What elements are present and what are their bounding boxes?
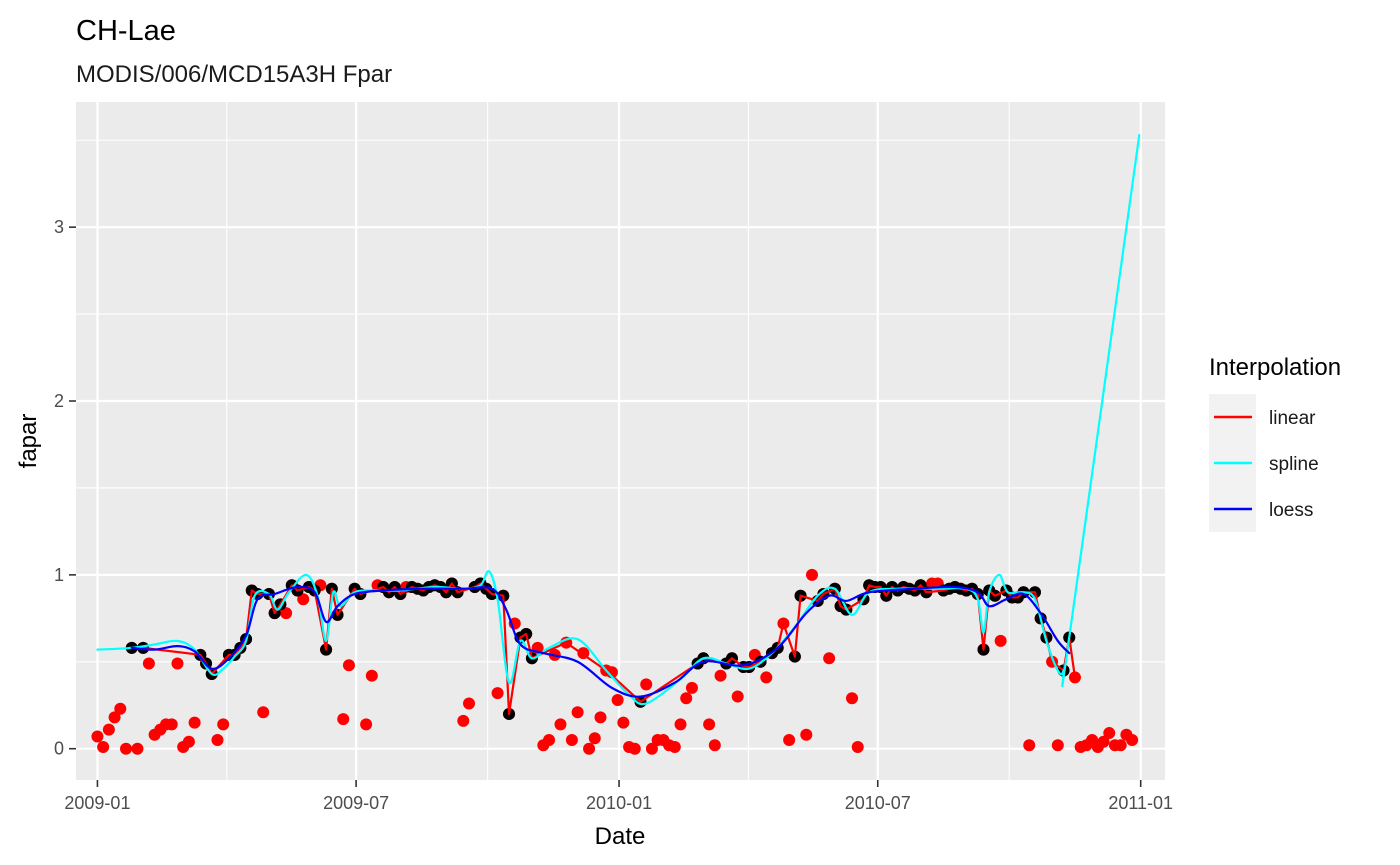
raw-data-point [594,711,607,724]
y-tick-label: 1 [54,565,64,585]
raw-data-point [491,687,504,700]
x-axis-title: Date [595,823,646,850]
raw-data-point [1126,734,1139,747]
grid-minor [76,102,1165,780]
chart-title: CH-Lae [76,15,176,47]
raw-data-point [1051,739,1064,752]
raw-data-point [994,634,1007,647]
raw-data-point [171,657,184,670]
raw-data-point [611,694,624,707]
legend-label-spline: spline [1269,454,1319,475]
y-axis-title: fapar [15,414,42,469]
raw-data-point [120,742,133,755]
legend-label-loess: loess [1269,500,1313,521]
raw-data-point [142,657,155,670]
series-line-loess [130,585,1071,698]
raw-data-point [108,711,121,724]
raw-data-point [543,734,556,747]
raw-data-point [685,681,698,694]
raw-data-point [760,671,773,684]
raw-data-point [823,652,836,665]
x-tick-label: 2010-07 [845,793,911,813]
x-tick-label: 2011-01 [1108,793,1173,813]
raw-data-point [674,718,687,731]
raw-data-point [617,716,630,729]
raw-data-point [565,734,578,747]
raw-data-point [800,728,813,741]
raw-data-point [131,742,144,755]
legend: Interpolation linear spline loess [1209,354,1341,532]
grid-major [76,102,1165,780]
raw-data-point [571,706,584,719]
legend-title: Interpolation [1209,354,1341,381]
plot-panel [76,102,1165,780]
raw-data-point [714,669,727,682]
raw-data-point [708,739,721,752]
raw-data-point [640,678,653,691]
raw-data-point [680,692,693,705]
y-tick-label: 2 [54,391,64,411]
raw-data-point [257,706,270,719]
raw-data-point [783,734,796,747]
raw-data-point [628,742,641,755]
raw-data-point [1023,739,1036,752]
raw-data-point [588,732,601,745]
raw-data-point [91,730,104,743]
raw-data-point [1097,735,1110,748]
raw-data-point [297,593,310,606]
raw-data-point [182,735,195,748]
raw-data-point [645,742,658,755]
raw-data-point [554,718,567,731]
raw-data-point [846,692,859,705]
raw-data-point [280,607,293,620]
raw-data-point [605,666,618,679]
raw-data-point [583,742,596,755]
raw-data-point [217,718,230,731]
x-axis: 2009-01 2009-07 2010-01 2010-07 2011-01 [64,780,1173,813]
raw-data-point [463,697,476,710]
y-tick-label: 0 [54,739,64,759]
raw-data-point [806,568,819,581]
raw-data-point [360,718,373,731]
x-tick-label: 2009-07 [323,793,389,813]
x-tick-label: 2009-01 [64,793,130,813]
raw-data-point [97,740,110,753]
raw-data-point [114,702,127,715]
raw-data-point [851,740,864,753]
raw-data-point [457,714,470,727]
raw-data-point [342,659,355,672]
raw-data-point [703,718,716,731]
raw-data-point [731,690,744,703]
y-tick-label: 3 [54,217,64,237]
raw-data-point [1103,727,1116,740]
raw-data-point [1114,739,1127,752]
y-axis: 0 1 2 3 [54,217,76,759]
x-tick-label: 2010-01 [586,793,652,813]
raw-data-point [668,740,681,753]
legend-label-linear: linear [1269,408,1316,429]
raw-data-point [188,716,201,729]
raw-data-point [102,723,115,736]
raw-data-point [365,669,378,682]
raw-data-point [337,713,350,726]
chart-subtitle: MODIS/006/MCD15A3H Fpar [76,61,392,88]
raw-data-point [211,734,224,747]
series-lines-layer [96,133,1141,716]
raw-data-point [165,718,178,731]
